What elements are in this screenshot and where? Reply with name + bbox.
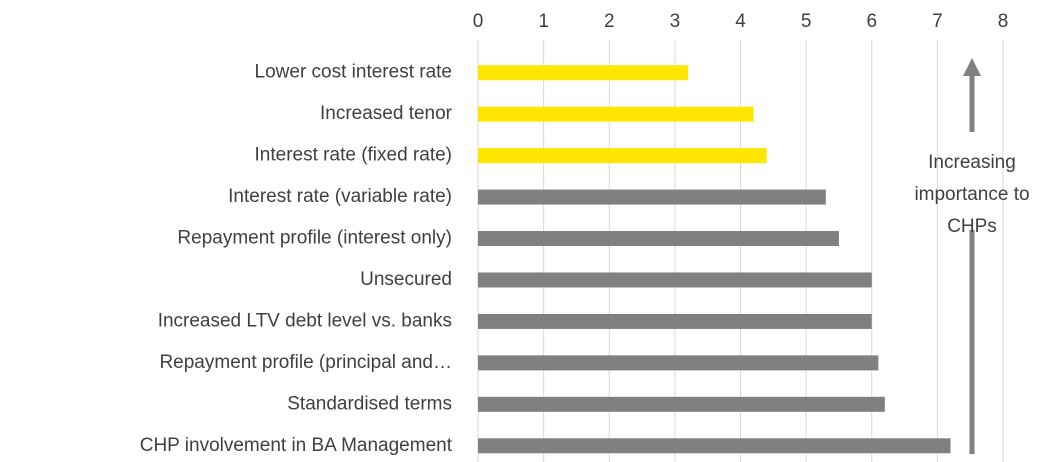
- annotation: Increasing: [928, 152, 1016, 173]
- annotation: importance to: [914, 184, 1029, 205]
- bar: [478, 272, 872, 288]
- y-tick-label: Standardised terms: [287, 393, 452, 414]
- x-tick-label: 7: [932, 11, 943, 32]
- bar: [478, 355, 879, 371]
- x-tick-label: 4: [735, 11, 746, 32]
- bar: [478, 148, 767, 164]
- x-tick-label: 3: [670, 11, 681, 32]
- y-tick-label: Interest rate (fixed rate): [255, 145, 452, 166]
- y-tick-label: Increased tenor: [320, 103, 453, 124]
- bar: [478, 231, 839, 247]
- bar: [478, 396, 885, 412]
- x-tick-label: 0: [473, 11, 484, 32]
- bar: [478, 438, 951, 454]
- x-tick-label: 8: [998, 11, 1009, 32]
- y-tick-label: Repayment profile (interest only): [177, 228, 452, 249]
- bar: [478, 313, 872, 329]
- x-tick-label: 2: [604, 11, 615, 32]
- bar: [478, 189, 826, 205]
- y-tick-label: Repayment profile (principal and…: [159, 352, 452, 373]
- x-tick-label: 1: [538, 11, 549, 32]
- y-tick-label: Interest rate (variable rate): [228, 186, 452, 207]
- x-tick-label: 6: [866, 11, 877, 32]
- annotation: CHPs: [947, 216, 997, 237]
- y-tick-label: Unsecured: [360, 269, 452, 290]
- bar: [478, 65, 688, 81]
- y-tick-label: Lower cost interest rate: [255, 62, 452, 83]
- bar: [478, 106, 754, 122]
- arrow-head: [963, 58, 981, 76]
- y-tick-label: Increased LTV debt level vs. banks: [158, 310, 452, 331]
- y-tick-label: CHP involvement in BA Management: [140, 435, 453, 456]
- x-tick-label: 5: [801, 11, 812, 32]
